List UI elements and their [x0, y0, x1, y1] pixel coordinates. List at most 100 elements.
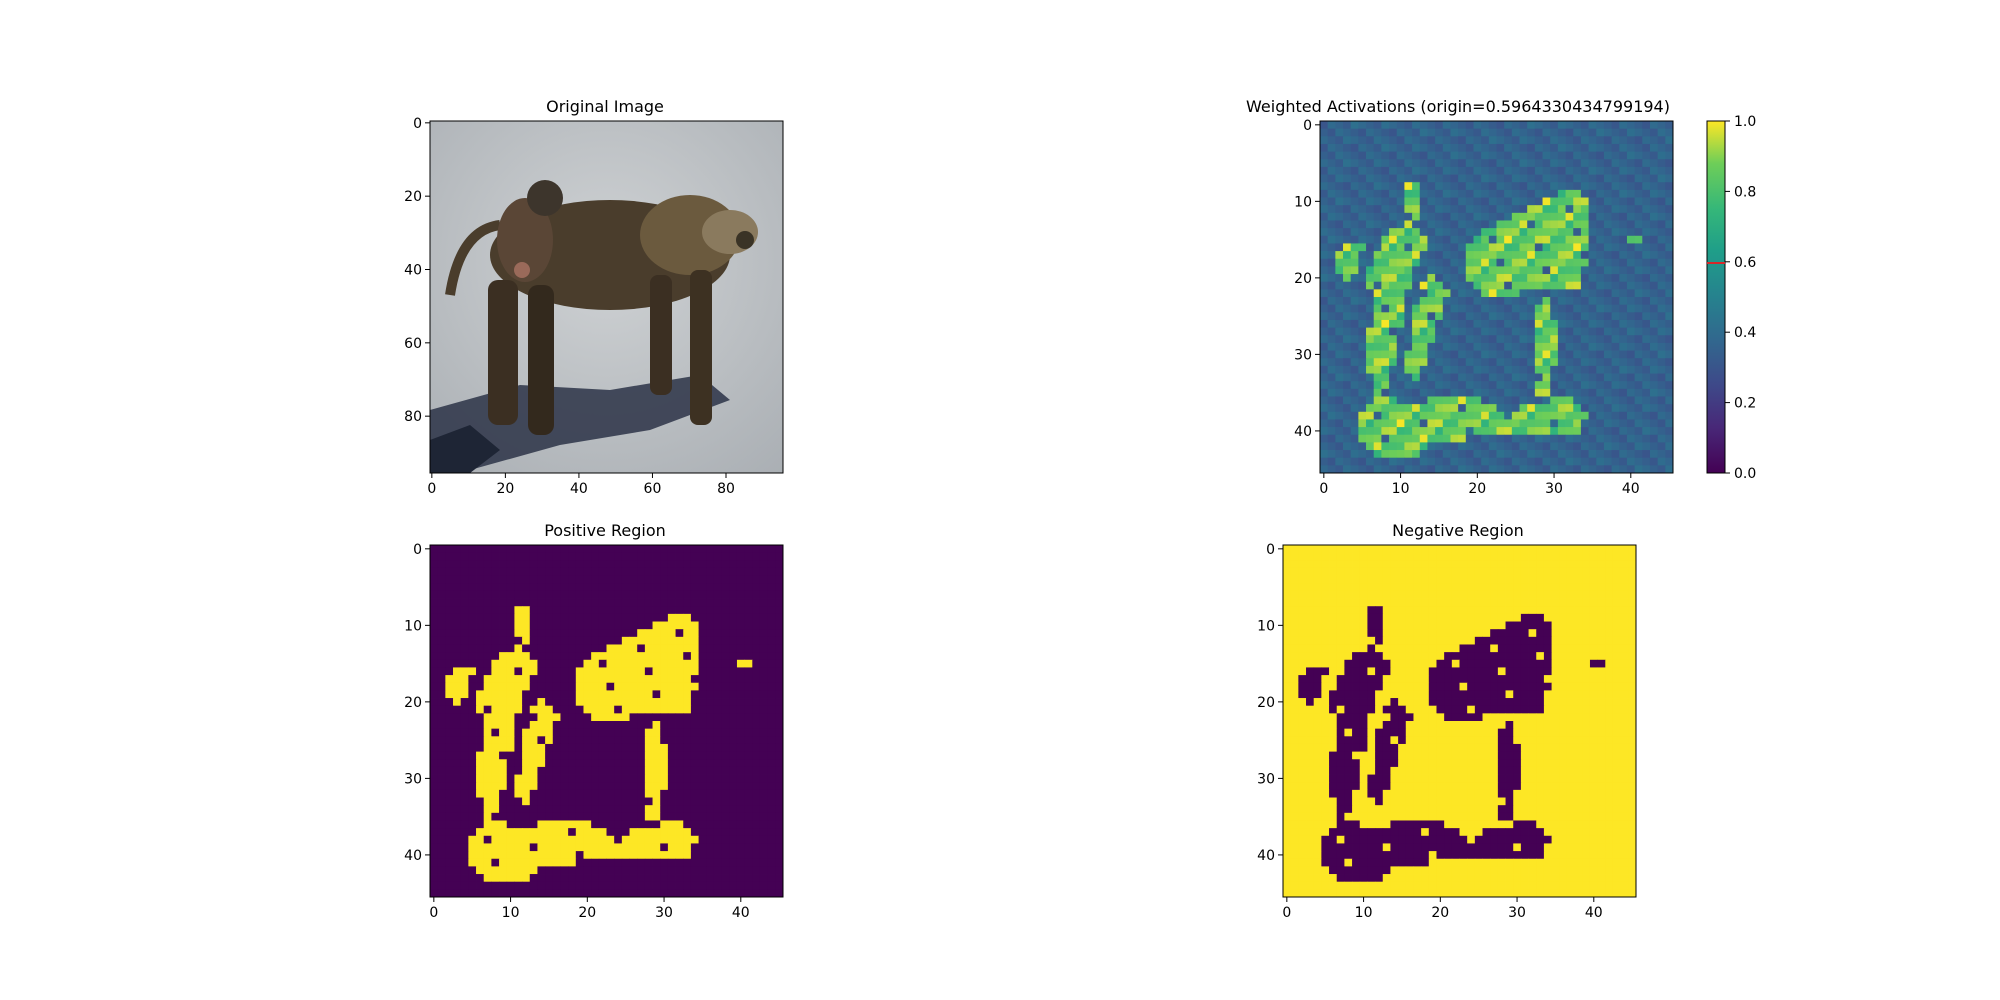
weighted-activations-cell	[1527, 159, 1536, 168]
negative-region-cell	[1444, 606, 1453, 615]
weighted-activations-cell	[1534, 365, 1543, 374]
positive-region-cell	[453, 552, 462, 561]
negative-region-cell	[1482, 606, 1491, 615]
negative-region-cell	[1597, 590, 1606, 599]
negative-region-cell	[1474, 652, 1483, 661]
weighted-activations-cell	[1373, 312, 1382, 321]
positive-region-cell	[483, 774, 492, 783]
weighted-activations-cell	[1481, 143, 1490, 153]
weighted-activations-cell	[1611, 258, 1620, 267]
positive-region-cell	[667, 828, 676, 837]
positive-region-cell	[568, 851, 577, 860]
negative-region-cell	[1505, 552, 1514, 561]
positive-region-cell	[445, 759, 454, 768]
weighted-activations-cell	[1527, 136, 1536, 145]
positive-region-cell	[736, 583, 746, 592]
weighted-activations-cell	[1465, 243, 1474, 252]
negative-region-cell	[1336, 590, 1345, 599]
positive-region-cell	[775, 858, 784, 867]
weighted-activations-cell	[1642, 358, 1651, 367]
negative-region-cell	[1344, 545, 1353, 554]
positive-region-cell	[752, 874, 761, 883]
positive-region-cell	[514, 820, 523, 829]
positive-region-cell	[752, 606, 761, 615]
weighted-activations-cell	[1649, 258, 1659, 267]
positive-region-cell	[591, 629, 600, 638]
weighted-activations-cell	[1389, 228, 1398, 237]
positive-region-cell	[529, 889, 538, 898]
positive-region-cell	[675, 743, 684, 753]
positive-region-cell	[499, 552, 508, 561]
weighted-activations-cell	[1519, 251, 1528, 260]
positive-region-cell	[568, 560, 577, 569]
positive-region-cell	[683, 736, 692, 745]
positive-region-cell	[667, 797, 676, 806]
weighted-activations-cell	[1550, 342, 1559, 351]
positive-region-cell	[499, 766, 508, 775]
weighted-activations-cell	[1450, 319, 1459, 329]
positive-region-cell	[660, 598, 669, 607]
positive-region-cell	[621, 805, 630, 814]
negative-region-cell	[1528, 629, 1537, 638]
weighted-activations-cell	[1603, 243, 1612, 252]
positive-region-cell	[729, 583, 738, 592]
positive-region-cell	[460, 721, 469, 730]
negative-region-cell	[1428, 606, 1437, 615]
negative-region-cell	[1559, 590, 1568, 599]
weighted-activations-cell	[1412, 220, 1421, 229]
positive-region-cell	[591, 874, 600, 883]
weighted-activations-cell	[1504, 151, 1513, 160]
positive-region-cell	[729, 728, 738, 737]
negative-region-cell	[1313, 606, 1322, 615]
negative-region-cell	[1367, 560, 1376, 569]
positive-region-cell	[583, 736, 592, 745]
positive-region-cell	[690, 805, 699, 814]
weighted-activations-cell	[1473, 243, 1482, 252]
weighted-activations-cell	[1366, 335, 1375, 344]
positive-region-cell	[545, 728, 554, 737]
negative-region-cell	[1459, 629, 1468, 638]
negative-region-cell	[1482, 575, 1491, 584]
positive-region-cell	[560, 567, 569, 577]
weighted-activations-cell	[1534, 182, 1543, 191]
negative-region-cell	[1290, 552, 1299, 561]
negative-region-cell	[1313, 598, 1322, 607]
positive-region-cell	[522, 851, 531, 860]
negative-region-cell	[1474, 590, 1483, 599]
negative-region-cell	[1628, 583, 1637, 592]
weighted-activations-cell	[1366, 319, 1375, 329]
negative-region-cell	[1543, 629, 1552, 638]
positive-region-cell	[637, 545, 646, 554]
positive-region-cell	[606, 812, 615, 821]
positive-region-cell	[460, 828, 469, 837]
positive-region-cell	[575, 743, 584, 753]
positive-region-cell	[430, 606, 439, 615]
positive-region-cell	[706, 889, 715, 898]
positive-region-cell	[453, 866, 462, 875]
weighted-activations-cell	[1534, 465, 1543, 474]
weighted-activations-cell	[1550, 266, 1559, 275]
positive-region-cell	[460, 621, 469, 630]
weighted-activations-cell	[1580, 304, 1589, 313]
negative-region-cell	[1628, 590, 1637, 599]
positive-region-cell	[460, 560, 469, 569]
positive-region-cell	[598, 698, 607, 707]
positive-region-cell	[744, 652, 753, 661]
weighted-activations-cell	[1565, 274, 1574, 283]
negative-region-cell	[1321, 621, 1330, 630]
positive-region-cell	[430, 644, 439, 653]
negative-region-cell	[1497, 575, 1506, 584]
negative-region-cell	[1444, 629, 1453, 638]
weighted-activations-cell	[1665, 166, 1674, 175]
weighted-activations-cell	[1580, 243, 1589, 252]
positive-region-cell	[706, 866, 715, 875]
weighted-activations-cell	[1366, 266, 1375, 275]
negative-region-cell	[1336, 545, 1345, 554]
weighted-activations-cell	[1550, 205, 1559, 214]
weighted-activations-cell	[1419, 151, 1428, 160]
weighted-activations-cell	[1626, 442, 1636, 451]
weighted-activations-cell	[1634, 396, 1643, 405]
positive-region-cell	[759, 828, 769, 837]
weighted-activations-cell	[1534, 319, 1543, 329]
negative-region-cell	[1490, 644, 1499, 653]
